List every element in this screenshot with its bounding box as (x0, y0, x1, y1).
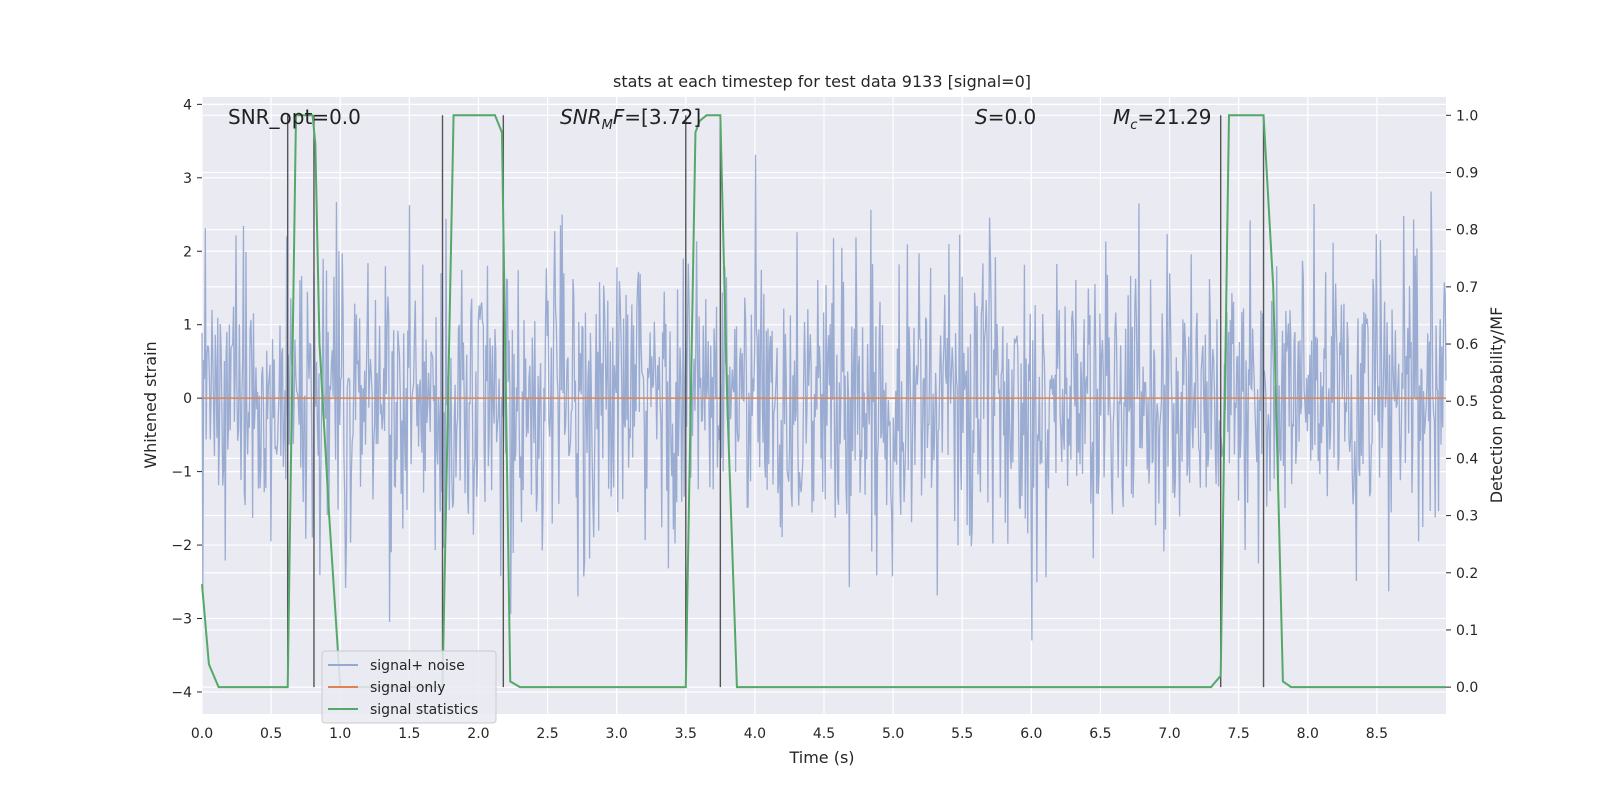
annotation-snr-mf-subscript: M (602, 118, 613, 133)
annotation-snr-mf-letter: F (613, 105, 625, 129)
legend-box (321, 650, 497, 724)
x-axis-label: Time (s) (788, 748, 854, 767)
x-tick-label: 4.5 (813, 726, 835, 742)
x-tick-label: 3.0 (606, 726, 628, 742)
x-tick-label: 5.5 (951, 726, 973, 742)
annotation-s-value: =0.0 (988, 105, 1037, 129)
y-tick-label: 3 (183, 171, 192, 187)
y2-tick-label: 0.0 (1456, 680, 1478, 696)
chart-title: stats at each timestep for test data 913… (613, 72, 1031, 91)
y-tick-label: 4 (183, 97, 192, 113)
x-tick-label: 1.5 (398, 726, 420, 742)
legend-label-signal-only: signal only (370, 680, 445, 696)
signal-noise-line (201, 154, 1447, 641)
x-axis-ticks: 0.0 0.5 1.0 1.5 2.0 2.5 3.0 3.5 4.0 4.5 5.0 5.5 6.0 6… (191, 726, 1388, 742)
y2-tick-label: 0.2 (1456, 566, 1478, 582)
y2-tick-label: 0.4 (1456, 451, 1478, 467)
y2-tick-label: 1.0 (1456, 108, 1478, 124)
signal-statistics-series (201, 114, 1446, 689)
legend: signal+ noise signal only signal statist… (321, 650, 497, 724)
annotation-mc-value: =21.29 (1137, 105, 1211, 129)
x-tick-label: 0.0 (191, 726, 213, 742)
annotation-mc: Mc=21.29 (1113, 105, 1211, 133)
signal-noise-series (201, 154, 1447, 641)
y-tick-label: −2 (171, 538, 192, 554)
annotation-s-symbol: S (975, 105, 988, 129)
annotation-snr-mf: SNRMF=[3.72] (560, 105, 701, 133)
y2-tick-label: 0.8 (1456, 223, 1478, 239)
x-tick-label: 2.5 (536, 726, 558, 742)
y-tick-label: 1 (183, 318, 192, 334)
y2-tick-label: 0.5 (1456, 394, 1478, 410)
x-tick-label: 6.5 (1089, 726, 1111, 742)
y2-tick-label: 0.9 (1456, 165, 1478, 181)
y2-tick-label: 0.6 (1456, 337, 1478, 353)
y2-tick-label: 0.3 (1456, 509, 1478, 525)
y-tick-label: 2 (183, 244, 192, 260)
annotation-mc-subscript: c (1130, 118, 1137, 133)
x-tick-label: 6.0 (1020, 726, 1042, 742)
vertical-markers (286, 115, 1265, 688)
annotation-snr-mf-value: =[3.72] (624, 105, 701, 129)
y2-axis-label: Detection probability/MF (1487, 307, 1506, 504)
y2-axis-ticks: 1.0 0.9 0.8 0.7 0.6 0.5 0.4 0.3 0.2 0.1 0.0 (1446, 108, 1478, 696)
annotation-snr-opt: SNR_opt=0.0 (228, 105, 361, 129)
x-tick-label: 8.0 (1297, 726, 1319, 742)
y2-tick-label: 0.1 (1456, 623, 1478, 639)
y-tick-label: −3 (171, 612, 192, 628)
x-tick-label: 7.0 (1158, 726, 1180, 742)
annotation-mc-symbol: M (1113, 105, 1130, 129)
x-tick-label: 8.5 (1366, 726, 1388, 742)
y-tick-label: −4 (171, 685, 192, 701)
y-tick-label: 0 (183, 391, 192, 407)
x-tick-label: 3.5 (675, 726, 697, 742)
x-tick-label: 5.0 (882, 726, 904, 742)
legend-label-signal-statistics: signal statistics (370, 702, 478, 718)
x-tick-label: 1.0 (329, 726, 351, 742)
x-tick-label: 7.5 (1228, 726, 1250, 742)
y2-tick-label: 0.7 (1456, 280, 1478, 296)
x-tick-label: 0.5 (260, 726, 282, 742)
x-tick-label: 2.0 (467, 726, 489, 742)
y-axis-label: Whitened strain (141, 341, 160, 468)
signal-statistics-line (201, 114, 1446, 689)
legend-label-signal-noise: signal+ noise (370, 658, 465, 674)
x-tick-label: 4.0 (744, 726, 766, 742)
annotation-s: S=0.0 (975, 105, 1036, 129)
y-tick-label: −1 (171, 465, 192, 481)
annotation-snr-mf-symbol: SNR (560, 105, 602, 129)
y-axis-ticks: 4 3 2 1 0 −1 −2 −3 −4 (171, 97, 202, 701)
